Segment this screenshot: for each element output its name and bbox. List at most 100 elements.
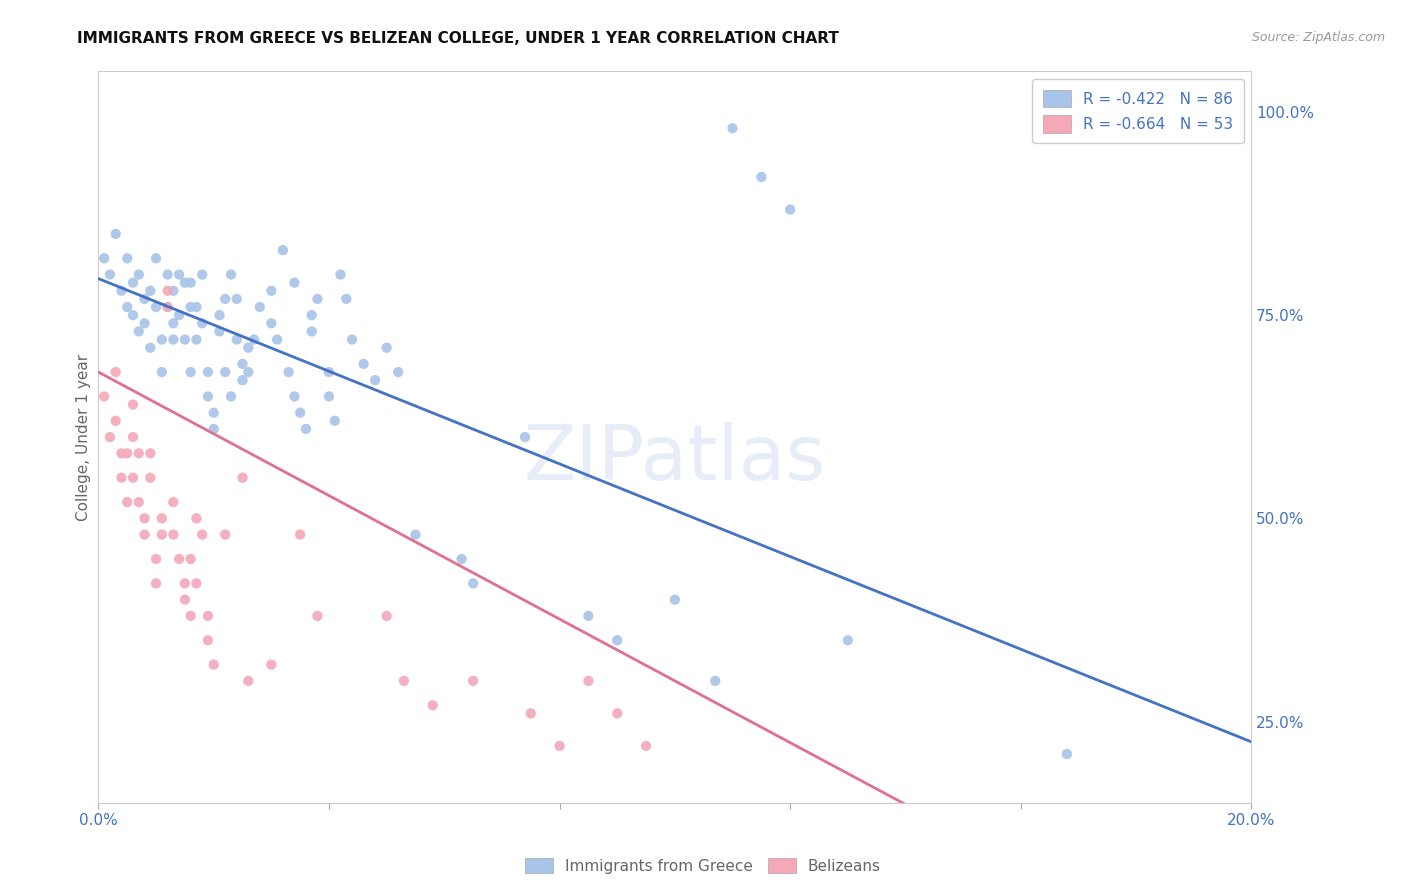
Point <box>186 333 208 347</box>
Point <box>191 316 214 330</box>
Point <box>145 252 167 266</box>
Point <box>307 608 329 623</box>
Point <box>104 414 127 428</box>
Point <box>134 292 156 306</box>
Point <box>150 511 173 525</box>
Point <box>266 333 288 347</box>
Point <box>128 268 150 282</box>
Point <box>186 300 208 314</box>
Point <box>318 389 340 403</box>
Text: Source: ZipAtlas.com: Source: ZipAtlas.com <box>1251 31 1385 45</box>
Point <box>174 276 197 290</box>
Point <box>180 365 202 379</box>
Point <box>301 308 323 322</box>
Point <box>110 471 132 485</box>
Point <box>122 398 145 412</box>
Point <box>461 673 484 688</box>
Point <box>214 365 236 379</box>
Point <box>636 739 658 753</box>
Point <box>231 357 254 371</box>
Point <box>98 430 121 444</box>
Point <box>578 608 600 623</box>
Point <box>461 576 484 591</box>
Point <box>238 341 260 355</box>
Point <box>197 608 219 623</box>
Point <box>238 673 260 688</box>
Point <box>208 308 231 322</box>
Point <box>277 365 299 379</box>
Point <box>197 389 219 403</box>
Point <box>174 592 197 607</box>
Point <box>139 471 162 485</box>
Point <box>180 276 202 290</box>
Point <box>162 316 184 330</box>
Point <box>180 608 202 623</box>
Point <box>290 406 312 420</box>
Point <box>450 552 472 566</box>
Point <box>751 169 773 184</box>
Point <box>231 373 254 387</box>
Point <box>353 357 375 371</box>
Point <box>117 252 139 266</box>
Point <box>117 446 139 460</box>
Point <box>387 365 409 379</box>
Point <box>93 252 115 266</box>
Point <box>231 471 254 485</box>
Point <box>117 300 139 314</box>
Point <box>283 389 305 403</box>
Point <box>145 300 167 314</box>
Point <box>721 121 744 136</box>
Point <box>150 333 173 347</box>
Point <box>156 268 179 282</box>
Point <box>117 495 139 509</box>
Point <box>162 333 184 347</box>
Point <box>145 552 167 566</box>
Point <box>197 365 219 379</box>
Point <box>513 430 536 444</box>
Point <box>375 341 398 355</box>
Point <box>271 243 294 257</box>
Point <box>405 527 427 541</box>
Point <box>225 292 247 306</box>
Point <box>167 552 190 566</box>
Point <box>520 706 543 721</box>
Point <box>104 365 127 379</box>
Point <box>162 284 184 298</box>
Point <box>134 527 156 541</box>
Point <box>180 300 202 314</box>
Point <box>238 365 260 379</box>
Point <box>93 389 115 403</box>
Point <box>243 333 266 347</box>
Point <box>307 292 329 306</box>
Point <box>197 633 219 648</box>
Point <box>202 657 225 672</box>
Point <box>548 739 571 753</box>
Point <box>225 333 247 347</box>
Point <box>162 527 184 541</box>
Point <box>110 284 132 298</box>
Point <box>214 527 236 541</box>
Point <box>704 673 727 688</box>
Point <box>139 446 162 460</box>
Point <box>139 284 162 298</box>
Point <box>128 495 150 509</box>
Point <box>260 284 283 298</box>
Point <box>779 202 801 217</box>
Point <box>162 495 184 509</box>
Point <box>329 268 352 282</box>
Point <box>98 268 121 282</box>
Point <box>128 325 150 339</box>
Point <box>174 576 197 591</box>
Point <box>180 552 202 566</box>
Point <box>174 333 197 347</box>
Point <box>167 268 190 282</box>
Point <box>156 300 179 314</box>
Point <box>219 389 242 403</box>
Point <box>202 406 225 420</box>
Point <box>392 673 415 688</box>
Point <box>110 446 132 460</box>
Point <box>122 430 145 444</box>
Point <box>167 308 190 322</box>
Point <box>191 268 214 282</box>
Point <box>1056 747 1078 761</box>
